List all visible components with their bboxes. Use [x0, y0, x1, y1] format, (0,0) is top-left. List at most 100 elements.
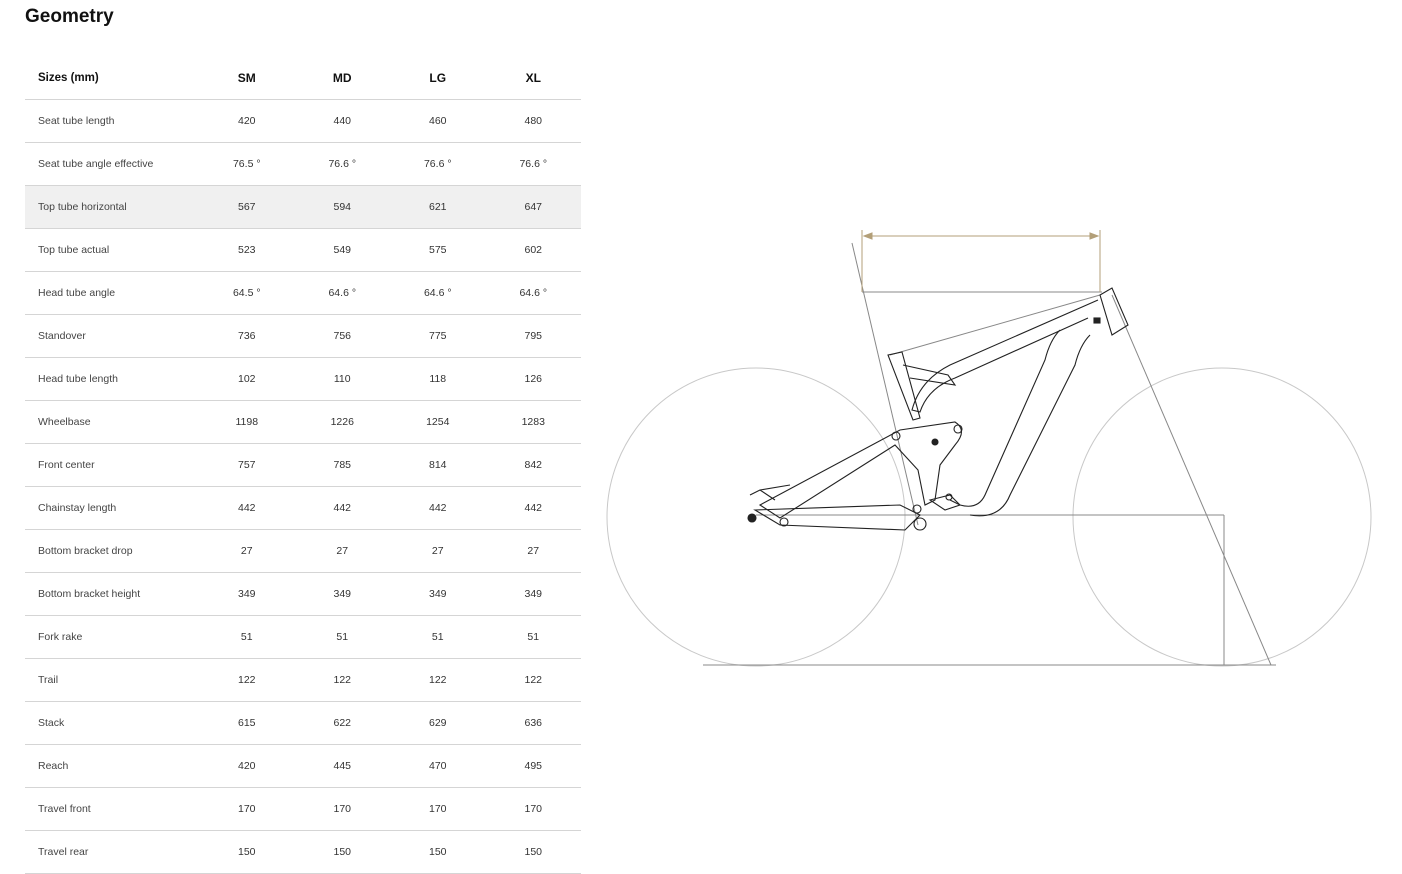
cell-value: 785	[294, 443, 390, 487]
cell-value: 150	[390, 830, 486, 874]
cell-value: 1254	[390, 400, 486, 444]
cell-value: 102	[199, 357, 295, 401]
cell-value: 442	[485, 486, 581, 530]
table-row: Reach 420 445 470 495	[25, 744, 581, 788]
row-label: Reach	[25, 744, 199, 788]
cell-value: 122	[485, 658, 581, 702]
cell-value: 64.6 °	[485, 271, 581, 315]
cell-value: 126	[485, 357, 581, 401]
cell-value: 150	[199, 830, 295, 874]
cell-value: 440	[294, 99, 390, 143]
column-header-size: SM	[199, 57, 295, 100]
cell-value: 150	[294, 830, 390, 874]
cell-value: 622	[294, 701, 390, 745]
cell-value: 756	[294, 314, 390, 358]
page-title: Geometry	[25, 6, 114, 27]
cell-value: 445	[294, 744, 390, 788]
cell-value: 51	[485, 615, 581, 659]
row-label: Standover	[25, 314, 199, 358]
cell-value: 575	[390, 228, 486, 272]
table-row: Head tube length 102 110 118 126	[25, 357, 581, 401]
cell-value: 110	[294, 357, 390, 401]
column-header-label: Sizes (mm)	[25, 57, 199, 100]
cell-value: 842	[485, 443, 581, 487]
cell-value: 523	[199, 228, 295, 272]
row-label: Travel rear	[25, 830, 199, 874]
cell-value: 495	[485, 744, 581, 788]
table-row: Top tube actual 523 549 575 602	[25, 228, 581, 272]
table-row: Seat tube length 420 440 460 480	[25, 99, 581, 143]
cell-value: 349	[294, 572, 390, 616]
cell-value: 122	[294, 658, 390, 702]
row-label: Seat tube angle effective	[25, 142, 199, 186]
table-row: Travel rear 150 150 150 150	[25, 830, 581, 874]
cell-value: 549	[294, 228, 390, 272]
table-row: Top tube horizontal 567 594 621 647	[25, 185, 581, 229]
cell-value: 51	[199, 615, 295, 659]
table-header-row: Sizes (mm) SM MD LG XL	[25, 57, 581, 100]
row-label: Trail	[25, 658, 199, 702]
cell-value: 150	[485, 830, 581, 874]
column-header-size: MD	[294, 57, 390, 100]
row-label: Front center	[25, 443, 199, 487]
cell-value: 621	[390, 185, 486, 229]
row-label: Bottom bracket drop	[25, 529, 199, 573]
row-label: Wheelbase	[25, 400, 199, 444]
row-label: Fork rake	[25, 615, 199, 659]
cell-value: 442	[199, 486, 295, 530]
table-row: Trail 122 122 122 122	[25, 658, 581, 702]
cell-value: 594	[294, 185, 390, 229]
cell-value: 615	[199, 701, 295, 745]
front-wheel	[1072, 367, 1372, 667]
cell-value: 122	[390, 658, 486, 702]
cell-value: 122	[199, 658, 295, 702]
table-row: Chainstay length 442 442 442 442	[25, 486, 581, 530]
row-label: Top tube horizontal	[25, 185, 199, 229]
cell-value: 460	[390, 99, 486, 143]
cell-value: 567	[199, 185, 295, 229]
column-header-size: XL	[485, 57, 581, 100]
cell-value: 76.5 °	[199, 142, 295, 186]
table-row: Travel front 170 170 170 170	[25, 787, 581, 831]
cell-value: 420	[199, 744, 295, 788]
cell-value: 76.6 °	[294, 142, 390, 186]
rear-wheel	[606, 367, 906, 667]
cell-value: 76.6 °	[390, 142, 486, 186]
table-row: Stack 615 622 629 636	[25, 701, 581, 745]
cell-value: 602	[485, 228, 581, 272]
cell-value: 170	[199, 787, 295, 831]
cell-value: 736	[199, 314, 295, 358]
table-row: Head tube angle 64.5 ° 64.6 ° 64.6 ° 64.6 °	[25, 271, 581, 315]
cell-value: 757	[199, 443, 295, 487]
table-row: Standover 736 756 775 795	[25, 314, 581, 358]
bike-geometry-diagram	[606, 230, 1372, 667]
top-tube-actual-line	[889, 294, 1101, 356]
cell-value: 27	[294, 529, 390, 573]
cell-value: 442	[390, 486, 486, 530]
cell-value: 64.5 °	[199, 271, 295, 315]
table-row: Bottom bracket drop 27 27 27 27	[25, 529, 581, 573]
cell-value: 170	[390, 787, 486, 831]
cell-value: 480	[485, 99, 581, 143]
top-tube-horizontal-dimension	[861, 230, 1101, 292]
row-label: Stack	[25, 701, 199, 745]
cell-value: 629	[390, 701, 486, 745]
cell-value: 1283	[485, 400, 581, 444]
cell-value: 442	[294, 486, 390, 530]
cell-value: 64.6 °	[294, 271, 390, 315]
cell-value: 349	[390, 572, 486, 616]
row-label: Head tube angle	[25, 271, 199, 315]
cell-value: 76.6 °	[485, 142, 581, 186]
table-row: Wheelbase 1198 1226 1254 1283	[25, 400, 581, 444]
table-row: Front center 757 785 814 842	[25, 443, 581, 487]
bike-frame	[747, 287, 1129, 531]
table-row: Fork rake 51 51 51 51	[25, 615, 581, 659]
cell-value: 170	[294, 787, 390, 831]
row-label: Top tube actual	[25, 228, 199, 272]
cell-value: 64.6 °	[390, 271, 486, 315]
table-row: Bottom bracket height 349 349 349 349	[25, 572, 581, 616]
cell-value: 420	[199, 99, 295, 143]
cell-value: 775	[390, 314, 486, 358]
cell-value: 51	[390, 615, 486, 659]
row-label: Travel front	[25, 787, 199, 831]
